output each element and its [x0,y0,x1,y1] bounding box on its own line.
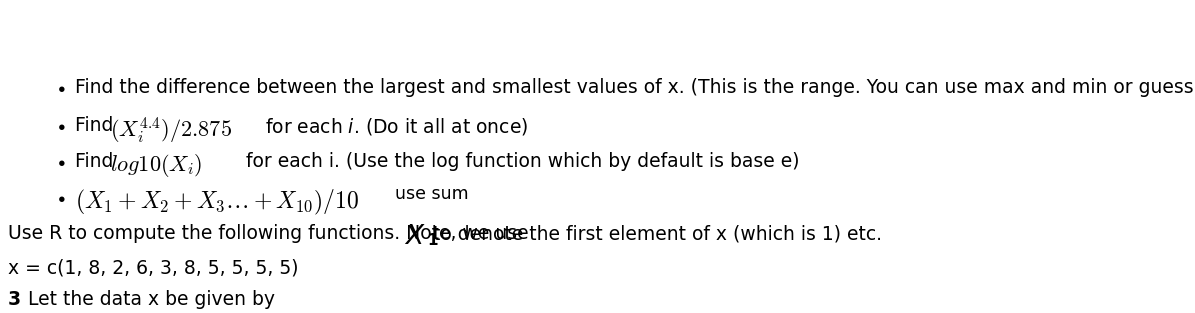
Text: $\bullet$: $\bullet$ [55,152,66,171]
Text: Use R to compute the following functions. Note, we use: Use R to compute the following functions… [8,224,534,243]
Text: Find: Find [75,152,120,171]
Text: to denote the first element of x (which is 1) etc.: to denote the first element of x (which … [427,224,882,243]
Text: 3: 3 [8,290,22,309]
Text: $\mathbf{1}$: $\mathbf{1}$ [427,232,439,248]
Text: $\bullet$: $\bullet$ [55,116,66,135]
Text: Find the difference between the largest and smallest values of x. (This is the r: Find the difference between the largest … [75,78,1195,97]
Text: use sum: use sum [396,185,468,203]
Text: Find: Find [75,116,120,135]
Text: for each i. (Use the log function which by default is base e): for each i. (Use the log function which … [240,152,799,171]
Text: Let the data x be given by: Let the data x be given by [23,290,275,309]
Text: $(X_1 + X_2 + X_3{\ldots}+X_{10})/10$: $(X_1 + X_2 + X_3{\ldots}+X_{10})/10$ [75,188,358,217]
Text: $(X_i^{4.4})/2.875$: $(X_i^{4.4})/2.875$ [110,116,232,146]
Text: for each $\mathit{i}$. (Do it all at once): for each $\mathit{i}$. (Do it all at onc… [265,116,528,137]
Text: $\mathit{log}10(X_i)$: $\mathit{log}10(X_i)$ [110,152,202,179]
Text: $\bullet$: $\bullet$ [55,188,66,207]
Text: x = c(1, 8, 2, 6, 3, 8, 5, 5, 5, 5): x = c(1, 8, 2, 6, 3, 8, 5, 5, 5, 5) [8,258,299,277]
Text: $\bullet$: $\bullet$ [55,78,66,97]
Text: $\mathbf{\mathit{X}}$: $\mathbf{\mathit{X}}$ [404,224,425,250]
